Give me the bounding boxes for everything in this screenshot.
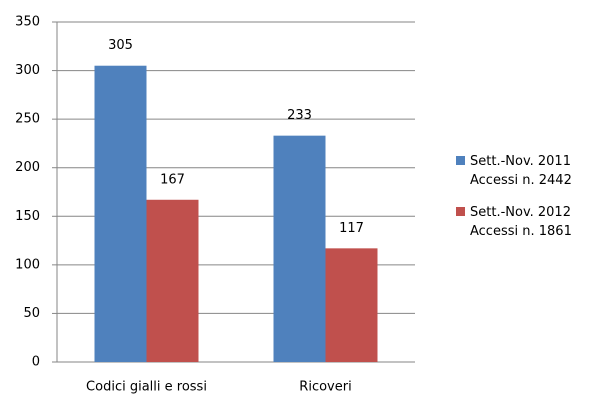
bar — [94, 65, 147, 362]
y-tick-label: 50 — [23, 306, 40, 321]
value-label: 117 — [339, 221, 364, 236]
x-tick-label: Ricoveri — [299, 380, 351, 395]
value-label: 305 — [108, 38, 133, 53]
bar — [325, 248, 378, 362]
y-tick-label: 200 — [15, 160, 40, 175]
legend-swatch — [456, 207, 465, 216]
legend-swatch — [456, 156, 465, 165]
bar — [273, 135, 326, 362]
y-tick-label: 0 — [32, 355, 40, 370]
value-label: 233 — [287, 108, 312, 123]
y-tick-label: 350 — [15, 15, 40, 30]
legend-label: Sett.-Nov. 2012 Accessi n. 1861 — [470, 205, 572, 239]
y-tick-label: 150 — [15, 209, 40, 224]
y-tick-label: 250 — [15, 112, 40, 127]
x-tick-label: Codici gialli e rossi — [86, 380, 207, 395]
legend-label: Sett.-Nov. 2011 Accessi n. 2442 — [470, 154, 572, 188]
value-label: 167 — [160, 172, 185, 187]
y-tick-label: 300 — [15, 63, 40, 78]
y-tick-label: 100 — [15, 257, 40, 272]
bar — [146, 199, 199, 362]
